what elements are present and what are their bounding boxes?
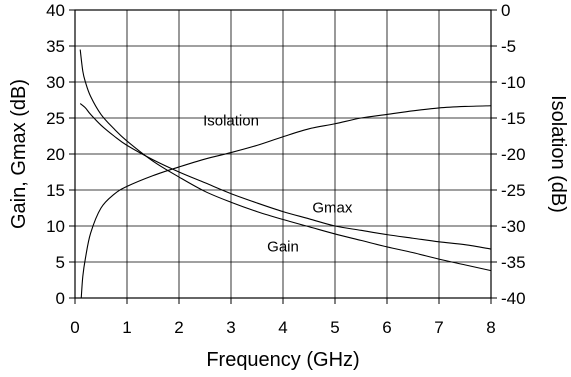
x-tick-label: 8 [486, 318, 495, 337]
series-line-gmax [79, 103, 492, 250]
y-right-tick-label: -5 [501, 37, 516, 56]
y-left-axis-ticks: 0 5 10 15 20 25 30 35 40 [46, 1, 75, 308]
y-left-tick-label: 0 [56, 289, 65, 308]
grid [75, 10, 491, 298]
y-right-tick-label: -40 [501, 289, 526, 308]
x-axis-ticks: 0 1 2 3 4 5 6 7 8 [70, 298, 496, 337]
x-tick-label: 1 [122, 318, 131, 337]
y-left-tick-label: 5 [56, 253, 65, 272]
y-left-tick-label: 35 [46, 37, 65, 56]
series-layer [79, 49, 492, 299]
y-right-tick-label: 0 [501, 1, 510, 20]
series-line-gain [79, 49, 492, 272]
y-left-axis-title: Gain, Gmax (dB) [8, 79, 30, 229]
x-tick-label: 6 [382, 318, 391, 337]
y-left-tick-label: 25 [46, 109, 65, 128]
y-left-tick-label: 20 [46, 145, 65, 164]
annotation-gmax: Gmax [312, 200, 353, 217]
x-tick-label: 4 [278, 318, 287, 337]
x-tick-label: 5 [330, 318, 339, 337]
annotation-isolation: Isolation [203, 112, 259, 129]
y-left-tick-label: 15 [46, 181, 65, 200]
series-line-isolation [80, 105, 492, 299]
y-left-tick-label: 10 [46, 217, 65, 236]
y-right-tick-label: -25 [501, 181, 526, 200]
series-annotations: Isolation Gmax Gain [203, 112, 353, 255]
y-right-tick-label: -30 [501, 217, 526, 236]
y-right-tick-label: -15 [501, 109, 526, 128]
x-tick-label: 0 [70, 318, 79, 337]
x-tick-label: 3 [226, 318, 235, 337]
y-left-tick-label: 40 [46, 1, 65, 20]
y-left-tick-label: 30 [46, 73, 65, 92]
y-right-tick-label: -35 [501, 253, 526, 272]
y-right-axis-title: Isolation (dB) [547, 95, 569, 213]
y-right-tick-label: -10 [501, 73, 526, 92]
y-right-axis-ticks: -40 -35 -30 -25 -20 -15 -10 -5 0 [491, 1, 526, 308]
y-right-tick-label: -20 [501, 145, 526, 164]
x-tick-label: 7 [434, 318, 443, 337]
x-tick-label: 2 [174, 318, 183, 337]
annotation-gain: Gain [267, 238, 299, 255]
x-axis-title: Frequency (GHz) [206, 349, 359, 371]
